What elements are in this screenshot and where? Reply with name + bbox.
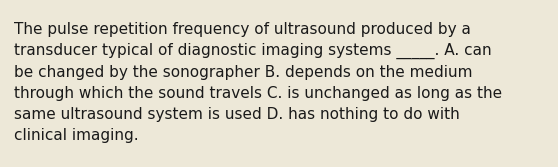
Text: The pulse repetition frequency of ultrasound produced by a
transducer typical of: The pulse repetition frequency of ultras… xyxy=(14,22,502,143)
